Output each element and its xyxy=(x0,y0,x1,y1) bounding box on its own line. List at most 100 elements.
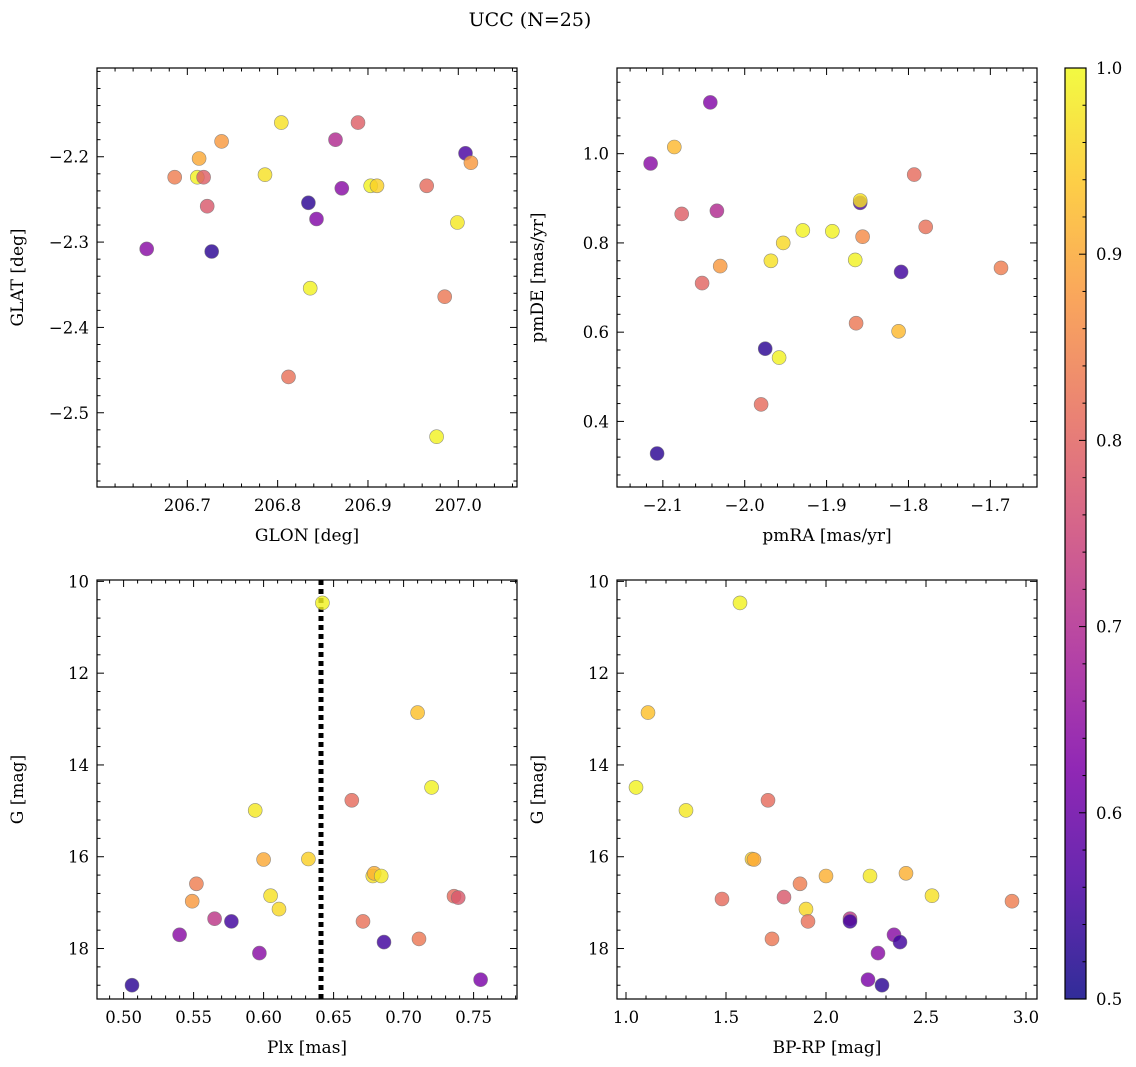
x-axis-label: GLON [deg] xyxy=(255,526,359,546)
data-point xyxy=(429,429,444,445)
data-point xyxy=(862,868,878,884)
x-tick-label: −2.0 xyxy=(725,496,765,515)
data-point xyxy=(309,211,324,227)
x-tick-label: 206.8 xyxy=(254,496,301,515)
data-point xyxy=(247,803,263,818)
x-tick-label: 2.0 xyxy=(813,1008,839,1027)
data-point xyxy=(776,889,792,905)
data-point xyxy=(256,852,271,867)
data-point xyxy=(678,803,694,818)
data-point xyxy=(419,178,435,194)
data-point xyxy=(848,315,864,331)
y-tick-label: 12 xyxy=(68,664,89,683)
panel-color-g: 1.0 1.5 2.0 2.5 3.0 10 12 14 16 18 BP-RP [mag] G [m… xyxy=(528,572,1039,1058)
y-tick-label: 1.0 xyxy=(583,145,609,164)
x-tick-label: 0.75 xyxy=(455,1008,492,1027)
y-axis-label: G [mag] xyxy=(8,755,28,824)
data-point xyxy=(124,977,140,993)
x-axis-label: Plx [mas] xyxy=(267,1038,347,1058)
y-axis-label: pmDE [mas/yr] xyxy=(528,212,548,342)
data-point xyxy=(860,972,876,988)
data-point xyxy=(640,705,656,720)
data-point xyxy=(172,927,187,943)
x-tick-label: 0.65 xyxy=(315,1008,352,1027)
data-point xyxy=(918,219,934,235)
data-point xyxy=(763,253,779,269)
data-point xyxy=(714,891,730,907)
data-point xyxy=(924,888,940,904)
x-tick-label: 1.5 xyxy=(713,1008,739,1027)
data-point xyxy=(301,851,316,867)
data-point xyxy=(271,901,287,917)
data-point xyxy=(818,868,834,884)
ticks xyxy=(617,68,1037,487)
data-point xyxy=(893,264,909,280)
data-point xyxy=(993,260,1009,276)
y-tick-label: 18 xyxy=(588,940,609,959)
data-point xyxy=(450,215,465,230)
data-point xyxy=(757,341,773,357)
data-point xyxy=(204,244,219,259)
panel-pm: −2.1 −2.0 −1.9 −1.8 −1.7 0.4 0.6 0.8 1.0 pmRA [ma… xyxy=(528,67,1038,546)
data-point xyxy=(764,931,780,947)
y-tick-label: 0.4 xyxy=(583,412,609,431)
colorbar-tick-label: 0.6 xyxy=(1096,804,1122,823)
data-point xyxy=(892,934,908,950)
x-tick-label: 1.0 xyxy=(613,1008,639,1027)
ticks xyxy=(617,580,1037,999)
data-point xyxy=(184,893,200,909)
panel-plx-g: 0.50 0.55 0.60 0.65 0.70 0.75 10 12 14 16 18 Plx [m… xyxy=(8,572,518,1058)
data-point xyxy=(906,167,922,182)
scatter-points xyxy=(124,595,488,993)
y-tick-label: 14 xyxy=(588,756,609,775)
data-point xyxy=(369,178,385,194)
y-tick-label: −2.2 xyxy=(49,148,89,167)
y-tick-label: 16 xyxy=(588,848,609,867)
data-point xyxy=(824,224,840,239)
axes-frame xyxy=(616,67,1038,488)
data-point xyxy=(792,876,808,892)
x-tick-label: 2.5 xyxy=(913,1008,939,1027)
data-point xyxy=(252,945,267,961)
data-point xyxy=(301,195,316,211)
x-tick-label: −2.1 xyxy=(643,496,683,515)
data-point xyxy=(191,151,207,166)
data-point xyxy=(874,977,890,993)
colorbar-tick-label: 0.8 xyxy=(1096,431,1122,450)
data-point xyxy=(847,252,863,268)
y-tick-label: 18 xyxy=(68,940,89,959)
data-point xyxy=(214,134,229,149)
y-axis-label: G [mag] xyxy=(528,755,548,824)
x-tick-label: 0.50 xyxy=(105,1008,142,1027)
data-point xyxy=(709,203,725,219)
data-point xyxy=(207,911,222,927)
data-point xyxy=(350,115,366,130)
data-point xyxy=(410,705,425,720)
axes-frame xyxy=(96,67,518,488)
data-point xyxy=(746,852,762,867)
data-point xyxy=(855,229,870,244)
data-point xyxy=(167,169,182,185)
figure-title: UCC (N=25) xyxy=(469,9,592,31)
x-tick-label: 0.70 xyxy=(385,1008,422,1027)
colorbar-frame xyxy=(1064,67,1087,1000)
data-point xyxy=(450,890,466,905)
data-point xyxy=(702,95,718,110)
y-tick-label: 10 xyxy=(588,572,609,591)
x-tick-label: 206.9 xyxy=(344,496,391,515)
y-tick-label: −2.3 xyxy=(49,233,89,252)
x-tick-label: −1.8 xyxy=(888,496,928,515)
data-point xyxy=(870,945,886,961)
data-point xyxy=(798,901,814,917)
colorbar-gradient xyxy=(1065,68,1086,999)
y-tick-label: 0.8 xyxy=(583,234,609,253)
colorbar-tick-label: 0.9 xyxy=(1096,245,1122,264)
y-axis-label: GLAT [deg] xyxy=(8,228,28,326)
data-point xyxy=(760,792,776,808)
data-point xyxy=(281,369,296,385)
data-point xyxy=(328,132,343,147)
data-point xyxy=(842,914,858,929)
y-tick-label: −2.5 xyxy=(49,404,89,423)
y-tick-label: 12 xyxy=(588,664,609,683)
